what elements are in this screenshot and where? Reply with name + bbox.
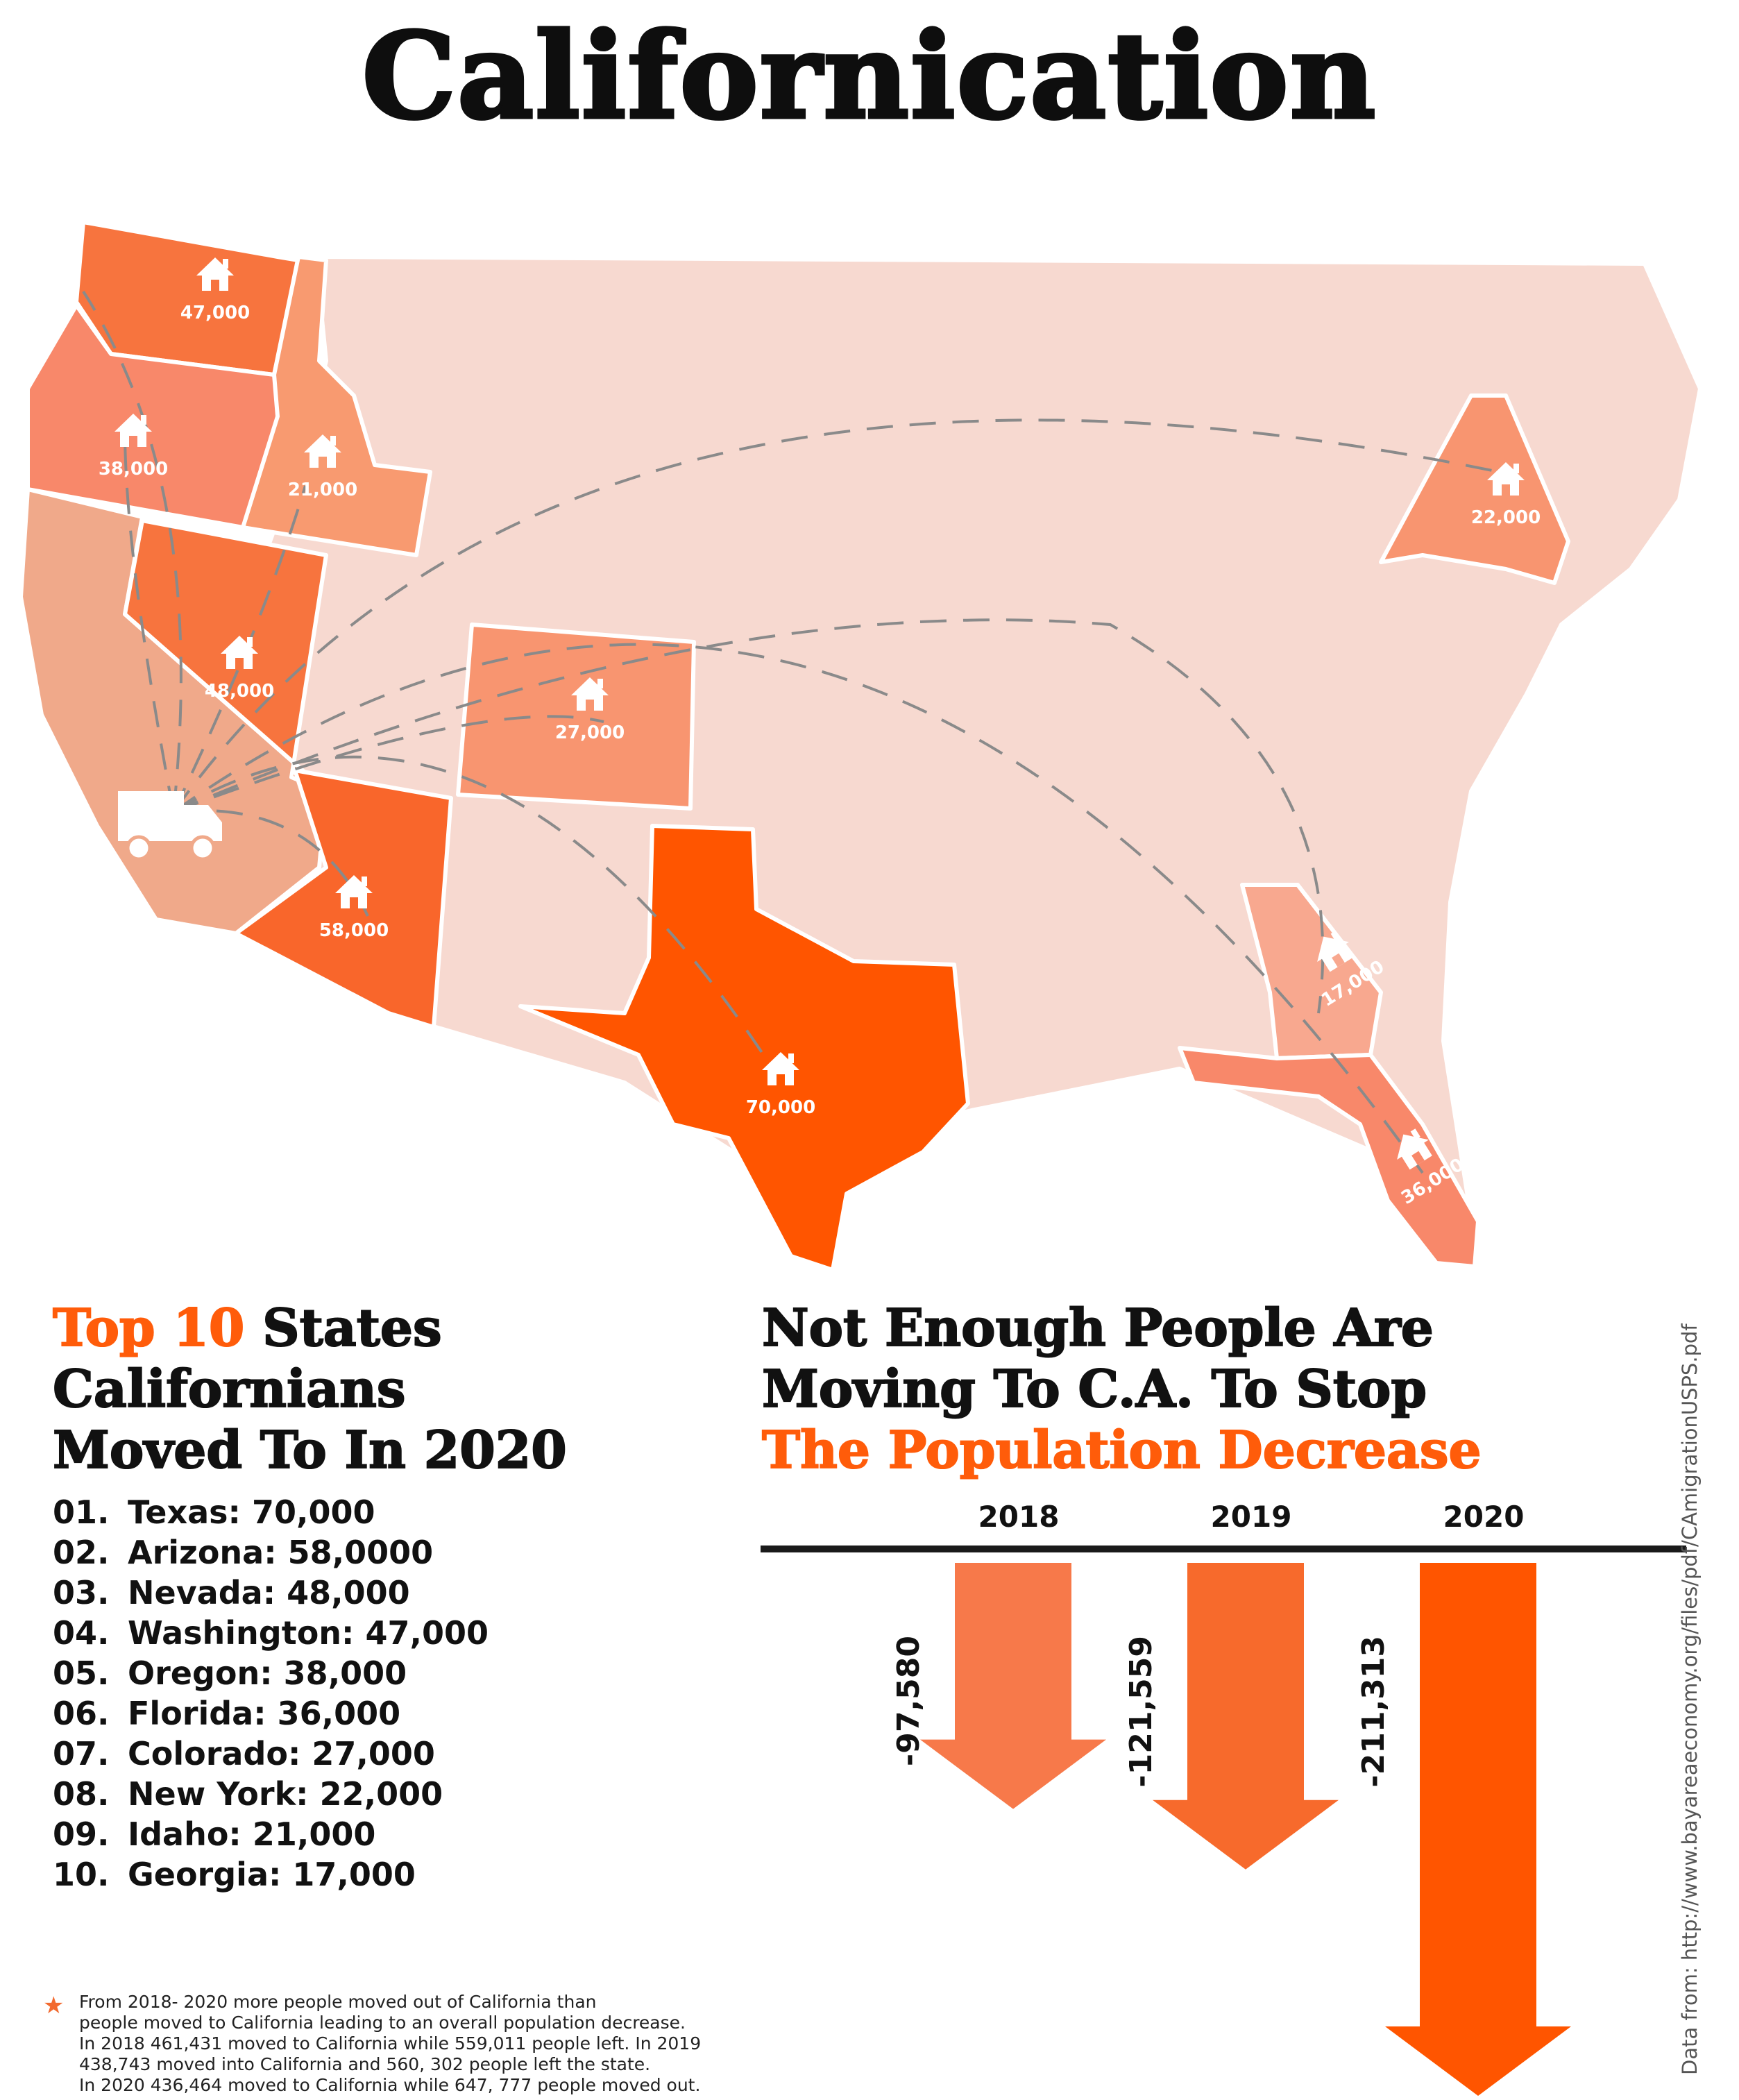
chart-bar-2020 <box>1385 1563 1571 2096</box>
footnote: ★ From 2018- 2020 more people moved out … <box>43 1992 876 2096</box>
list-item-rank: 08. <box>53 1775 110 1813</box>
chart-value-label: -211,313 <box>1356 1636 1391 1788</box>
chart-category-label: 2019 <box>1211 1500 1292 1534</box>
state-marker: 47,000 <box>180 257 250 323</box>
top-states-heading-line3: Moved To In 2020 <box>52 1420 568 1481</box>
state-marker: 27,000 <box>555 677 625 743</box>
list-item-rank: 04. <box>53 1614 110 1652</box>
list-item-text: New York: 22,000 <box>128 1775 443 1813</box>
list-item: 05. Oregon: 38,000 <box>53 1653 489 1693</box>
house-icon <box>571 677 609 711</box>
chart-category-label: 2020 <box>1443 1500 1525 1534</box>
top-states-list: 01. Texas: 70,000 02. Arizona: 58,0000 03.… <box>53 1492 489 1895</box>
list-item-rank: 03. <box>53 1574 110 1611</box>
state-value-label: 70,000 <box>746 1097 815 1118</box>
top-states-heading: Top 10 States Californians Moved To In 2… <box>52 1298 719 1481</box>
house-icon <box>221 636 258 669</box>
list-item: 09. Idaho: 21,000 <box>53 1814 489 1854</box>
list-item: 04. Washington: 47,000 <box>53 1613 489 1653</box>
top-states-heading-accent: Top 10 <box>52 1298 245 1359</box>
house-icon <box>114 414 152 447</box>
state-marker: 48,000 <box>205 636 274 702</box>
chart-value-label: -121,559 <box>1123 1636 1159 1788</box>
list-item: 01. Texas: 70,000 <box>53 1492 489 1532</box>
footnote-line: In 2018 461,431 moved to California whil… <box>79 2033 702 2054</box>
house-icon <box>304 434 341 468</box>
list-item-rank: 10. <box>53 1856 110 1893</box>
state-value-label: 58,000 <box>319 920 389 941</box>
top-states-heading-line1: States <box>244 1298 443 1359</box>
list-item-rank: 06. <box>53 1695 110 1732</box>
house-icon <box>1487 462 1525 496</box>
list-item-text: Oregon: 38,000 <box>128 1654 407 1692</box>
map-state-texas <box>518 824 970 1272</box>
list-item-text: Colorado: 27,000 <box>128 1735 435 1772</box>
footnote-line: In 2020 436,464 moved to California whil… <box>79 2075 701 2095</box>
map-state-idaho <box>241 255 432 557</box>
list-item: 10. Georgia: 17,000 <box>53 1854 489 1895</box>
list-item-text: Idaho: 21,000 <box>128 1815 376 1853</box>
list-item: 03. Nevada: 48,000 <box>53 1573 489 1613</box>
map-state-new-york <box>1379 393 1570 585</box>
footnote-line: people moved to California leading to an… <box>79 2013 686 2033</box>
house-icon <box>1317 931 1352 972</box>
decrease-heading-line3: The Population Decrease <box>761 1420 1482 1481</box>
page-title: Californication <box>360 6 1377 148</box>
list-item-rank: 05. <box>53 1654 110 1692</box>
chart-category-label: 2018 <box>978 1500 1060 1534</box>
house-icon <box>335 875 373 908</box>
chart-bar-2019 <box>1153 1563 1339 1870</box>
state-value-label: 48,000 <box>205 681 274 702</box>
map-state-florida <box>1178 1046 1480 1269</box>
house-icon <box>196 257 234 291</box>
list-item-text: Arizona: 58,0000 <box>128 1534 434 1571</box>
list-item: 02. Arizona: 58,0000 <box>53 1532 489 1573</box>
map-state-colorado <box>456 623 696 811</box>
footnote-line: 438,743 moved into California and 560, 3… <box>79 2054 651 2074</box>
list-item-text: Georgia: 17,000 <box>128 1856 416 1893</box>
population-decrease-chart: 2018 -97,580 2019 -121,559 2020 -211,313 <box>761 1500 1686 2096</box>
decrease-heading: Not Enough People Are Moving To C.A. To … <box>761 1298 1706 1481</box>
list-item-text: Florida: 36,000 <box>128 1695 401 1732</box>
list-item: 06. Florida: 36,000 <box>53 1693 489 1734</box>
list-item-rank: 01. <box>53 1493 110 1531</box>
list-item-text: Washington: 47,000 <box>128 1614 489 1652</box>
list-item-text: Nevada: 48,000 <box>128 1574 410 1611</box>
house-icon <box>1397 1128 1432 1170</box>
decrease-heading-line2: Moving To C.A. To Stop <box>761 1359 1427 1420</box>
list-item-rank: 07. <box>53 1735 110 1772</box>
state-value-label: 27,000 <box>555 722 625 743</box>
state-value-label: 47,000 <box>180 303 250 323</box>
decrease-heading-line1: Not Enough People Are <box>761 1298 1434 1359</box>
state-marker: 22,000 <box>1471 462 1541 528</box>
chart-value-label: -97,580 <box>891 1636 926 1766</box>
state-marker: 70,000 <box>746 1052 815 1118</box>
house-icon <box>762 1052 799 1085</box>
list-item-rank: 09. <box>53 1815 110 1853</box>
migration-paths <box>82 290 1500 1174</box>
chart-bar-2018 <box>920 1563 1106 1809</box>
state-marker: 21,000 <box>288 434 357 500</box>
list-item-rank: 02. <box>53 1534 110 1571</box>
list-item: 08. New York: 22,000 <box>53 1774 489 1814</box>
top-states-heading-line2: Californians <box>52 1359 407 1420</box>
state-value-label: 21,000 <box>288 480 357 500</box>
source-credit: Data from: http://www.bayareaeconomy.org… <box>1678 1323 1702 2075</box>
list-item: 07. Colorado: 27,000 <box>53 1734 489 1774</box>
state-value-label: 22,000 <box>1471 507 1541 528</box>
moving-truck-icon <box>118 791 222 861</box>
list-item-text: Texas: 70,000 <box>128 1493 375 1531</box>
state-marker: 58,000 <box>319 875 389 941</box>
us-migration-map: 70,00058,00048,00047,00038,00036,00027,0… <box>19 220 1702 1272</box>
state-marker: 38,000 <box>99 414 168 480</box>
star-icon: ★ <box>43 1992 65 2019</box>
footnote-line: From 2018- 2020 more people moved out of… <box>79 1992 597 2012</box>
state-value-label: 38,000 <box>99 459 168 480</box>
